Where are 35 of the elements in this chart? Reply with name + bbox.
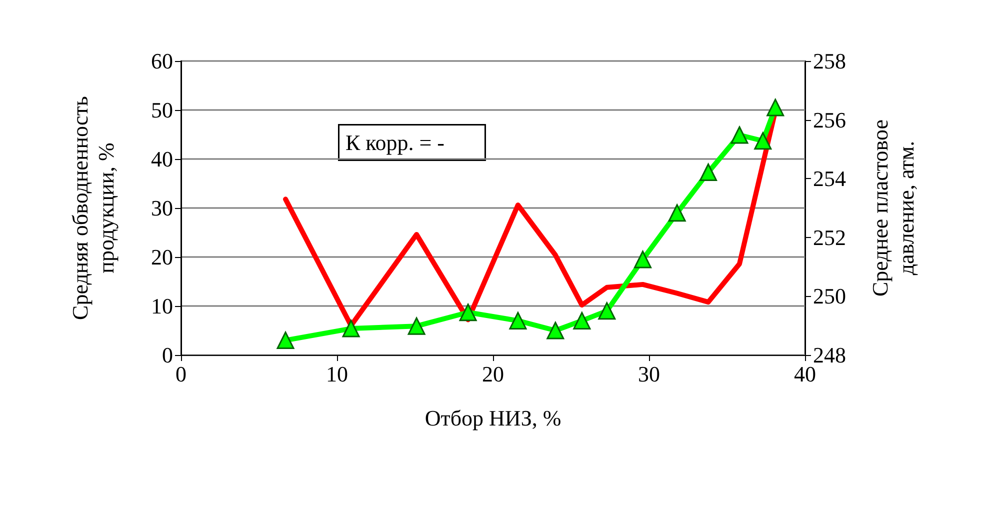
- y-tick-label: 50: [151, 98, 173, 122]
- y-tick-label: 0: [162, 342, 173, 368]
- annotation: К корр. = -: [346, 130, 444, 155]
- y2-tick-label: 252: [813, 224, 846, 250]
- y2-tick-label: 258: [813, 48, 846, 74]
- y2-tick-label: 250: [813, 284, 846, 309]
- point: [766, 98, 784, 116]
- point: [408, 317, 426, 335]
- point: [459, 304, 477, 322]
- point: [730, 126, 748, 144]
- y-tick-label: 60: [151, 48, 173, 74]
- point: [509, 312, 527, 330]
- y-tick-label: 40: [151, 146, 173, 172]
- y2-tick-label: 256: [813, 107, 846, 132]
- point: [754, 132, 772, 150]
- x-tick-label: 40: [794, 362, 816, 386]
- point: [276, 332, 294, 350]
- point: [700, 163, 718, 181]
- point: [573, 312, 591, 330]
- point: [668, 204, 686, 222]
- y2-tick-label: 254: [813, 166, 846, 192]
- y-tick-label: 10: [151, 294, 173, 318]
- x-axis-title: Отбор НИЗ, %: [424, 406, 562, 430]
- point: [546, 322, 564, 340]
- y2-axis-title: Среднее пластовое давление, атм.: [868, 119, 918, 297]
- y-tick-label: 30: [151, 196, 173, 220]
- x-tick-label: 20: [482, 362, 504, 386]
- y-axis-title: Средняя обводненность продукции, %: [68, 96, 118, 320]
- y2-tick-label: 248: [813, 342, 846, 368]
- point: [598, 302, 616, 320]
- point: [342, 320, 360, 338]
- x-tick-label: 10: [326, 362, 348, 386]
- point: [634, 250, 652, 268]
- y-tick-label: 20: [151, 244, 173, 270]
- x-tick-label: 30: [638, 362, 660, 386]
